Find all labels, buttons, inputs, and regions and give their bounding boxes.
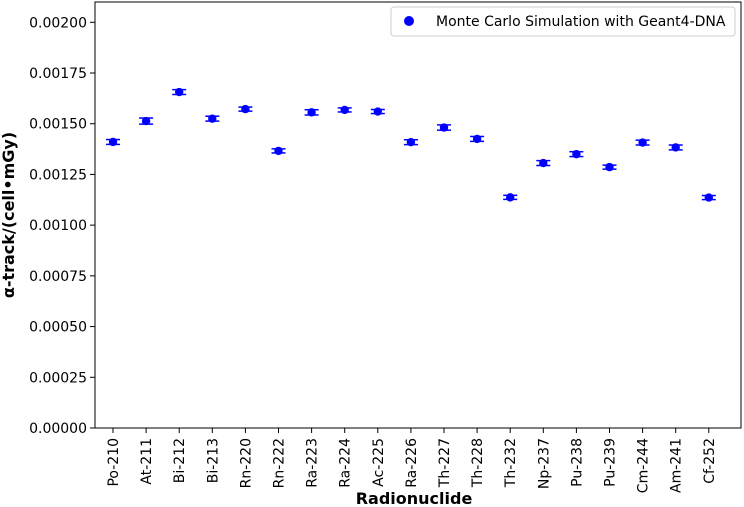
- x-tick-label: Pu-238: [569, 438, 585, 487]
- data-point: [572, 149, 581, 159]
- data-point: [406, 137, 416, 147]
- legend: Monte Carlo Simulation with Geant4-DNA: [390, 6, 736, 37]
- data-point: [307, 108, 316, 117]
- y-tick-label: 0.00125: [29, 167, 87, 183]
- y-tick-label: 0.00150: [29, 117, 87, 133]
- x-tick-label: Ra-224: [338, 438, 354, 488]
- data-point: [638, 138, 647, 147]
- y-tick-label: 0.00000: [29, 421, 87, 437]
- legend-marker: [404, 16, 414, 26]
- x-tick-label: Po-210: [106, 438, 122, 487]
- data-point: [175, 87, 184, 97]
- data-point: [340, 105, 349, 115]
- data-point: [605, 162, 614, 172]
- x-tick-label: At-211: [139, 438, 155, 485]
- legend-label: Monte Carlo Simulation with Geant4-DNA: [436, 14, 726, 30]
- x-tick-label: Th-227: [437, 438, 453, 488]
- y-tick-label: 0.00025: [29, 370, 87, 386]
- data-point: [472, 134, 482, 144]
- x-tick-label: Bi-213: [205, 438, 221, 483]
- y-axis-title: α-track/(cell•mGy): [0, 132, 18, 298]
- x-tick-label: Ra-226: [404, 438, 420, 488]
- x-tick-label: Rn-222: [272, 438, 288, 488]
- x-tick-label: Th-228: [470, 438, 486, 488]
- y-tick-label: 0.00175: [29, 66, 87, 82]
- x-tick-label: Np-237: [536, 438, 552, 489]
- x-tick-label: Cf-252: [702, 438, 718, 484]
- x-tick-label: Ac-225: [371, 438, 387, 487]
- x-tick-label: Rn-220: [238, 438, 254, 488]
- data-point: [439, 123, 449, 132]
- x-tick-label: Cm-244: [636, 438, 652, 493]
- x-axis-title: Radionuclide: [356, 489, 473, 507]
- data-point: [141, 116, 151, 126]
- legend-box: [390, 6, 736, 37]
- data-point: [373, 107, 382, 116]
- data-point: [241, 104, 250, 114]
- data-point: [108, 137, 118, 147]
- y-tick-label: 0.00100: [29, 218, 87, 234]
- data-series: [106, 87, 716, 202]
- x-tick-label: Bi-212: [172, 438, 188, 483]
- plot-area: [94, 1, 742, 429]
- y-tick-label: 0.00075: [29, 269, 87, 285]
- data-point: [506, 193, 515, 202]
- data-point: [539, 158, 548, 168]
- data-point: [671, 143, 680, 152]
- x-axis: Po-210 At-211 Bi-212 Bi-213 Rn-220 Rn-222 Ra-2…: [106, 428, 718, 493]
- data-point: [704, 193, 713, 202]
- x-tick-label: Ra-223: [305, 438, 321, 488]
- data-point: [274, 146, 283, 156]
- y-tick-label: 0.00200: [29, 15, 87, 31]
- x-tick-label: Th-232: [503, 438, 519, 488]
- x-tick-label: Am-241: [669, 438, 685, 493]
- y-tick-label: 0.00050: [29, 320, 87, 336]
- data-point: [208, 114, 217, 123]
- y-axis: 0.00000 0.00025 0.00050 0.00075 0.00100 0.001…: [29, 15, 95, 437]
- x-tick-label: Pu-239: [603, 438, 619, 487]
